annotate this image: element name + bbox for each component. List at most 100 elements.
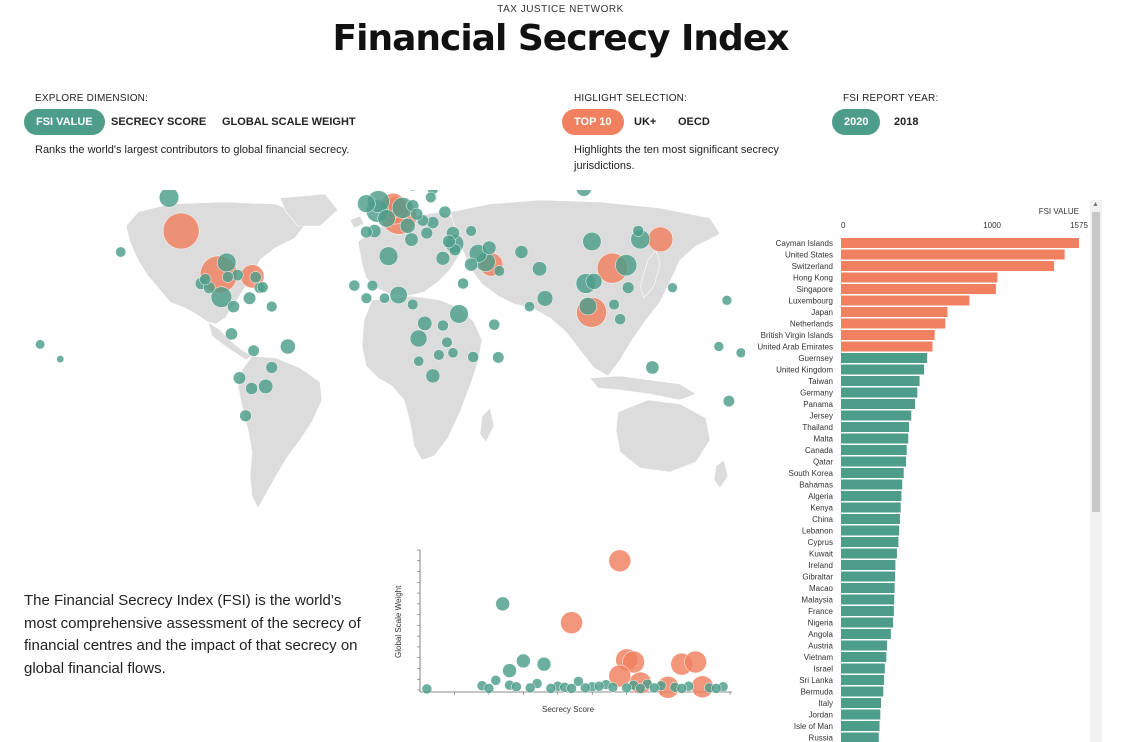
map-bubble[interactable] (582, 231, 602, 252)
scatter-point[interactable] (490, 675, 502, 686)
map-bubble[interactable] (404, 232, 419, 247)
map-bubble[interactable] (457, 277, 469, 290)
bar[interactable] (841, 629, 891, 639)
map-bubble[interactable] (426, 216, 440, 229)
highlight-top10-button[interactable]: TOP 10 (562, 109, 624, 135)
map-bubble[interactable] (256, 281, 269, 294)
map-bubble[interactable] (222, 271, 234, 283)
map-bubble[interactable] (199, 273, 212, 286)
map-bubble[interactable] (621, 281, 635, 294)
map-bubble[interactable] (524, 301, 535, 312)
map-bubble[interactable] (407, 298, 419, 311)
map-bubble[interactable] (245, 382, 258, 395)
map-bubble[interactable] (409, 329, 428, 348)
bar[interactable] (841, 330, 935, 340)
map-bubble[interactable] (425, 368, 441, 384)
map-bubble[interactable] (447, 347, 459, 359)
map-bubble[interactable] (231, 269, 244, 282)
bar[interactable] (841, 410, 912, 421)
map-bubble[interactable] (227, 300, 240, 313)
map-bubble[interactable] (258, 378, 274, 394)
scatter-point[interactable] (580, 682, 591, 694)
map-bubble[interactable] (721, 295, 733, 306)
scatter-point[interactable] (545, 683, 557, 694)
map-bubble[interactable] (413, 355, 425, 367)
bar[interactable] (841, 502, 901, 513)
scatter-point[interactable] (566, 683, 577, 694)
map-bubble[interactable] (249, 271, 262, 284)
map-bubble[interactable] (366, 279, 379, 292)
map-bubble[interactable] (35, 339, 46, 350)
bar[interactable] (841, 594, 895, 605)
year-2018-button[interactable]: 2018 (894, 116, 919, 128)
map-bubble[interactable] (488, 318, 501, 331)
bar[interactable] (841, 422, 909, 432)
map-bubble[interactable] (437, 319, 449, 332)
map-bubble[interactable] (407, 190, 419, 192)
bar[interactable] (841, 709, 881, 720)
map-bubble[interactable] (585, 273, 603, 290)
map-bubble[interactable] (216, 252, 237, 273)
map-bubble[interactable] (435, 251, 451, 266)
scatter-point[interactable] (536, 656, 552, 672)
map-bubble[interactable] (56, 355, 65, 363)
map-bubble[interactable] (420, 226, 434, 240)
scatter-point[interactable] (684, 650, 707, 674)
bar[interactable] (841, 272, 998, 283)
bar[interactable] (841, 387, 918, 398)
bar[interactable] (841, 560, 896, 570)
bar[interactable] (841, 537, 899, 547)
map-bubble[interactable] (442, 234, 456, 249)
map-bubble[interactable] (465, 225, 477, 237)
bar[interactable] (841, 686, 884, 697)
map-bubble[interactable] (713, 341, 724, 352)
map-bubble[interactable] (438, 205, 452, 219)
bar[interactable] (841, 399, 916, 409)
map-bubbles[interactable] (35, 190, 745, 422)
scatter-point[interactable] (635, 683, 646, 694)
bar[interactable] (841, 376, 920, 386)
bar[interactable] (841, 732, 879, 742)
map-bubble[interactable] (232, 371, 247, 385)
scatter-point[interactable] (593, 680, 605, 692)
scrollbar-thumb[interactable] (1092, 212, 1100, 512)
bar[interactable] (841, 525, 900, 536)
scatter-point[interactable] (560, 611, 583, 634)
bar[interactable] (841, 249, 1065, 260)
dimension-secrecy-score-button[interactable]: SECRECY SCORE (111, 116, 207, 128)
map-bubble[interactable] (360, 225, 373, 239)
scatter-point[interactable] (573, 676, 584, 687)
map-bubble[interactable] (158, 190, 180, 208)
bar[interactable] (841, 514, 900, 524)
scatter-point[interactable] (607, 682, 619, 693)
map-bubble[interactable] (243, 291, 257, 305)
bar[interactable] (841, 721, 880, 731)
bar[interactable] (841, 675, 885, 685)
scatter-point[interactable] (524, 682, 536, 694)
bar[interactable] (841, 583, 895, 593)
map-bubble[interactable] (379, 292, 390, 304)
bar[interactable] (841, 617, 894, 628)
bar[interactable] (841, 261, 1055, 271)
scatter-point[interactable] (516, 653, 531, 669)
dimension-global-scale-weight-button[interactable]: GLOBAL SCALE WEIGHT (222, 116, 356, 128)
bar[interactable] (841, 307, 948, 317)
bar[interactable] (841, 548, 897, 559)
map-bubble[interactable] (632, 225, 645, 237)
highlight-oecd-button[interactable]: OECD (678, 116, 710, 128)
map-bubble[interactable] (162, 212, 200, 250)
map-bubble[interactable] (266, 300, 278, 313)
bar[interactable] (841, 571, 896, 582)
map-bubble[interactable] (532, 261, 548, 277)
bar[interactable] (841, 479, 903, 490)
bar[interactable] (841, 652, 887, 662)
map-bubble[interactable] (115, 246, 127, 258)
map-bubble[interactable] (357, 194, 376, 213)
scatter-point[interactable] (483, 683, 495, 694)
highlight-uk-plus-button[interactable]: UK+ (634, 116, 657, 128)
map-bubble[interactable] (210, 286, 233, 308)
map-bubble[interactable] (578, 297, 597, 316)
scatter-point[interactable] (421, 683, 433, 695)
map-bubble[interactable] (492, 351, 505, 364)
map-bubble[interactable] (467, 351, 479, 363)
